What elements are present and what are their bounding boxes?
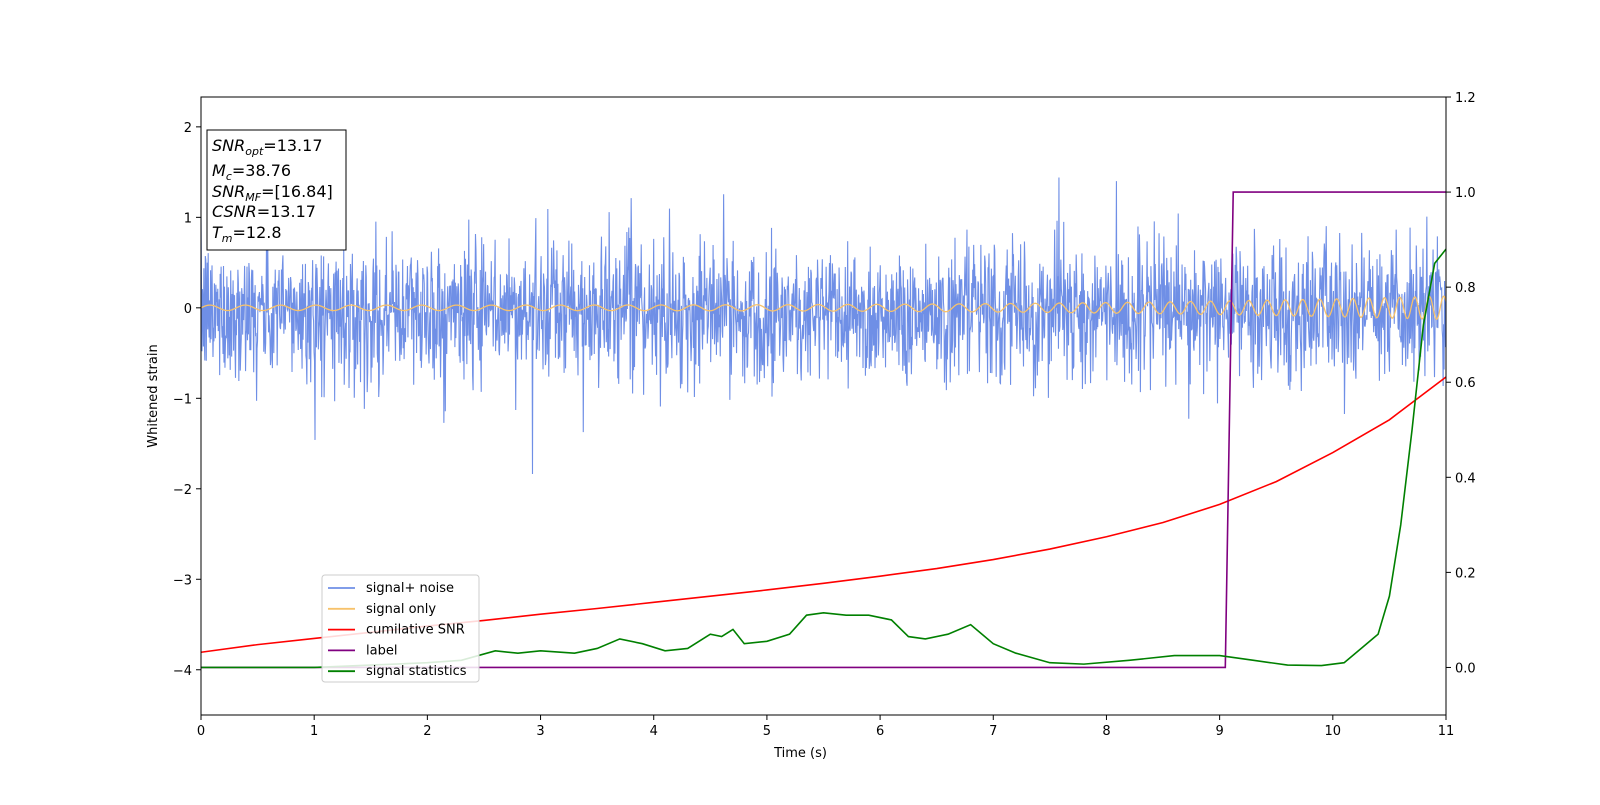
y2-tick-label: 1.0 [1455,186,1476,201]
series-line-3 [201,191,1446,669]
x-tick-label: 2 [423,724,431,739]
y2-tick-label: 0.0 [1455,661,1476,676]
legend-label: signal+ noise [366,581,454,596]
annotation-line: Mc=38.76 [212,161,291,183]
y2-tick-label: 0.4 [1455,471,1476,486]
legend-label: signal only [366,602,436,617]
x-tick-label: 8 [1102,724,1110,739]
x-tick-label: 10 [1325,724,1342,739]
y-tick-label: −2 [173,483,192,498]
y-tick-label: −4 [173,664,192,679]
annotation-box: SNRopt=13.17 Mc=38.76SNRMF=[16.84]CSNR=13… [206,129,347,251]
x-tick-label: 9 [1215,724,1223,739]
plot-frame [200,96,1447,716]
legend-items: signal+ noise signal only cumilative SNR la… [328,581,467,679]
y-tick-label: 1 [184,211,192,226]
legend-label: label [366,643,397,658]
series-line-4 [201,248,1446,669]
x-tick-label: 5 [763,724,771,739]
y-tick-label: −1 [173,392,192,407]
y-tick-label: −3 [173,573,192,588]
annotation-line: SNRopt=13.17 [212,136,323,158]
annotation-lines: SNRopt=13.17 Mc=38.76SNRMF=[16.84]CSNR=13… [212,136,333,245]
y-tick-label: 2 [184,121,192,136]
x-tick-label: 0 [197,724,205,739]
x-tick-label: 3 [536,724,544,739]
x-tick-label: 7 [989,724,997,739]
y2-tick-label: 1.2 [1455,91,1476,106]
y-tick-label: 0 [184,302,192,317]
y2-tick-label: 0.8 [1455,281,1476,296]
y2-tick-label: 0.6 [1455,376,1476,391]
annotation-line: SNRMF=[16.84] [212,182,333,204]
series-signal-noise-line [201,177,1446,474]
x-tick-label: 4 [650,724,658,739]
axes-layer: 0 1 2 3 4 5 6 7 8 9 10 11210−1−2−3−41.21.00.80.60.4… [173,91,1476,739]
x-tick-label: 11 [1438,724,1455,739]
y2-tick-label: 0.2 [1455,566,1476,581]
annotation-line: Tm=12.8 [212,223,282,245]
y-axis-label: Whitened strain [146,344,161,447]
series-signal-only-line [201,295,1446,320]
legend-label: signal statistics [366,664,467,679]
x-tick-label: 6 [876,724,884,739]
annotation-line: CSNR=13.17 [212,202,316,221]
x-tick-label: 1 [310,724,318,739]
legend: signal+ noise signal only cumilative SNR la… [321,574,480,683]
x-axis-label: Time (s) [773,746,827,761]
legend-label: cumilative SNR [366,623,465,638]
